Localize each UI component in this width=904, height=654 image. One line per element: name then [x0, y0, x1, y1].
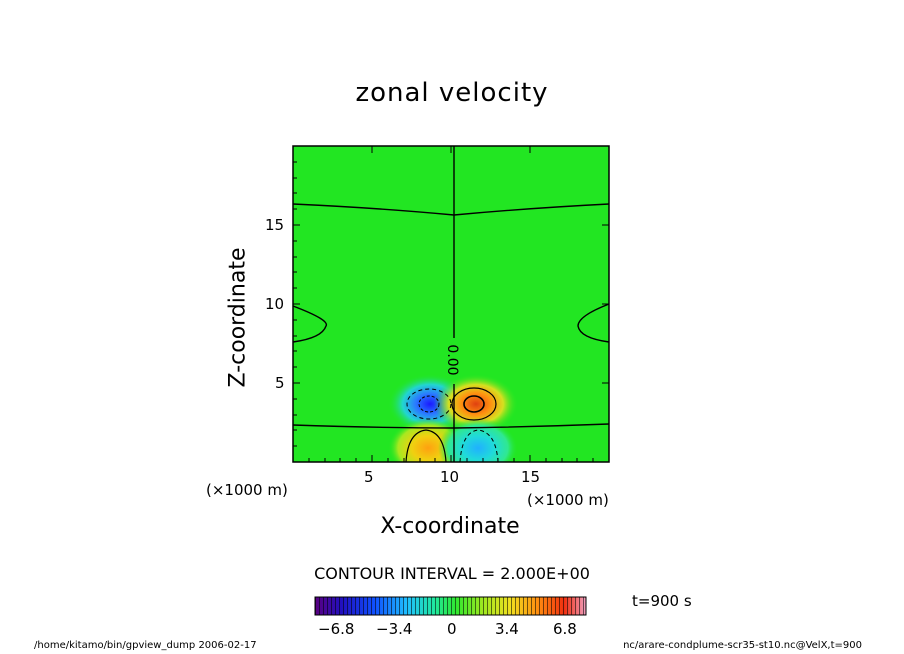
contour-line-left-lobe: [293, 305, 328, 343]
colorbar-frame: [314, 596, 587, 616]
contour-value-label: 0.00: [444, 344, 460, 375]
y-axis-ticks: [293, 161, 609, 447]
x-tick-label: 15: [521, 468, 541, 486]
x-tick-label: 10: [440, 468, 460, 486]
footer-left: /home/kitamo/bin/gpview_dump 2006-02-17: [34, 640, 257, 651]
contour-interval-text: CONTOUR INTERVAL = 2.000E+00: [314, 564, 590, 583]
x-axis-ticks: [308, 146, 594, 462]
z-unit-label: (×1000 m): [206, 481, 288, 499]
colorbar-tick-label: −3.4: [376, 620, 413, 638]
chart-title: zonal velocity: [355, 78, 549, 108]
heatmap-field: [293, 146, 609, 462]
contour-negative-outer: [406, 388, 452, 420]
contour-positive-lower: [405, 429, 447, 462]
contour-positive-inner: [463, 395, 485, 413]
y-axis-label: Z-coordinate: [225, 247, 251, 388]
contour-negative-inner: [418, 395, 440, 413]
positive-cell-upper: [434, 374, 518, 434]
y-tick-label: 10: [265, 295, 285, 313]
y-tick-label: 15: [265, 216, 285, 234]
contour-line-right-lobe: [577, 303, 609, 343]
x-axis-label: X-coordinate: [380, 514, 520, 539]
negative-cell-lower: [438, 418, 518, 462]
x-unit-label: (×1000 m): [527, 491, 609, 509]
contour-negative-lower: [459, 429, 499, 462]
x-tick-label: 5: [364, 468, 374, 486]
colorbar-tick-label: 3.4: [495, 620, 519, 638]
footer-right: nc/arare-condplume-scr35-st10.nc@VelX,t=…: [623, 640, 862, 651]
colorbar-tick-label: 6.8: [553, 620, 577, 638]
colorbar-tick-label: −6.8: [318, 620, 355, 638]
time-label: t=900 s: [632, 592, 692, 610]
y-tick-label: 5: [275, 374, 285, 392]
colorbar-tick-label: 0: [447, 620, 457, 638]
contour-positive-outer: [451, 387, 497, 421]
